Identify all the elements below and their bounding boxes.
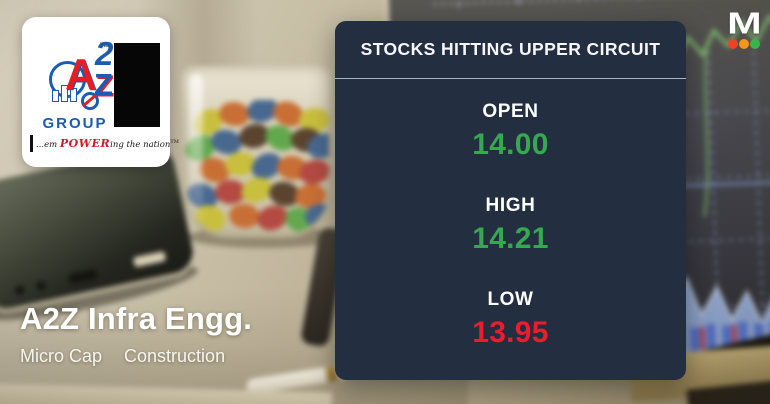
factory-icon <box>52 85 77 102</box>
high-row: HIGH 14.21 <box>335 179 686 273</box>
open-label: OPEN <box>482 101 539 123</box>
low-label: LOW <box>487 288 534 310</box>
m-logo-letter: M <box>726 6 762 40</box>
company-logo-card: TM A 2 Z GROUP ...em POWERing the nation… <box>22 17 179 167</box>
tagline-power-word: POWER <box>59 136 111 150</box>
low-value: 13.95 <box>472 315 549 349</box>
open-value: 14.00 <box>472 128 549 162</box>
high-label: HIGH <box>485 195 536 216</box>
stock-data-panel: STOCKS HITTING UPPER CIRCUIT OPEN 14.00 … <box>335 21 686 380</box>
candy-jar <box>181 66 333 238</box>
panel-title: STOCKS HITTING UPPER CIRCUIT <box>360 39 661 59</box>
open-row: OPEN 14.00 <box>335 85 686 179</box>
panel-divider <box>335 78 686 79</box>
logo-black-panel <box>114 43 160 127</box>
logo-letter-z: Z <box>94 67 113 102</box>
jar-glare <box>189 74 203 224</box>
panel-rows: OPEN 14.00 HIGH 14.21 LOW 13.95 <box>335 79 686 380</box>
high-value: 14.21 <box>472 222 549 255</box>
power-icon <box>81 92 99 110</box>
low-row: LOW 13.95 <box>335 272 686 366</box>
amber-dot-icon <box>739 39 749 49</box>
publisher-watermark: M <box>718 8 770 49</box>
sector-label: Construction <box>124 346 226 366</box>
logo-letter-a: A <box>65 50 97 99</box>
stock-meta: Micro Cap Construction <box>20 346 252 367</box>
trademark-symbol: TM <box>100 43 109 49</box>
green-dot-icon <box>750 39 760 49</box>
market-cap-label: Micro Cap <box>20 346 103 366</box>
logo-tagline: ...em POWERing the nationTM <box>30 135 179 152</box>
logo-letter-2: 2 <box>95 35 114 72</box>
logo-group-text: GROUP <box>42 115 108 132</box>
m-logo-dots <box>718 39 770 49</box>
stock-identity: A2Z Infra Engg. Micro Cap Construction <box>20 301 252 367</box>
stock-name: A2Z Infra Engg. <box>20 301 253 336</box>
red-dot-icon <box>728 39 738 49</box>
